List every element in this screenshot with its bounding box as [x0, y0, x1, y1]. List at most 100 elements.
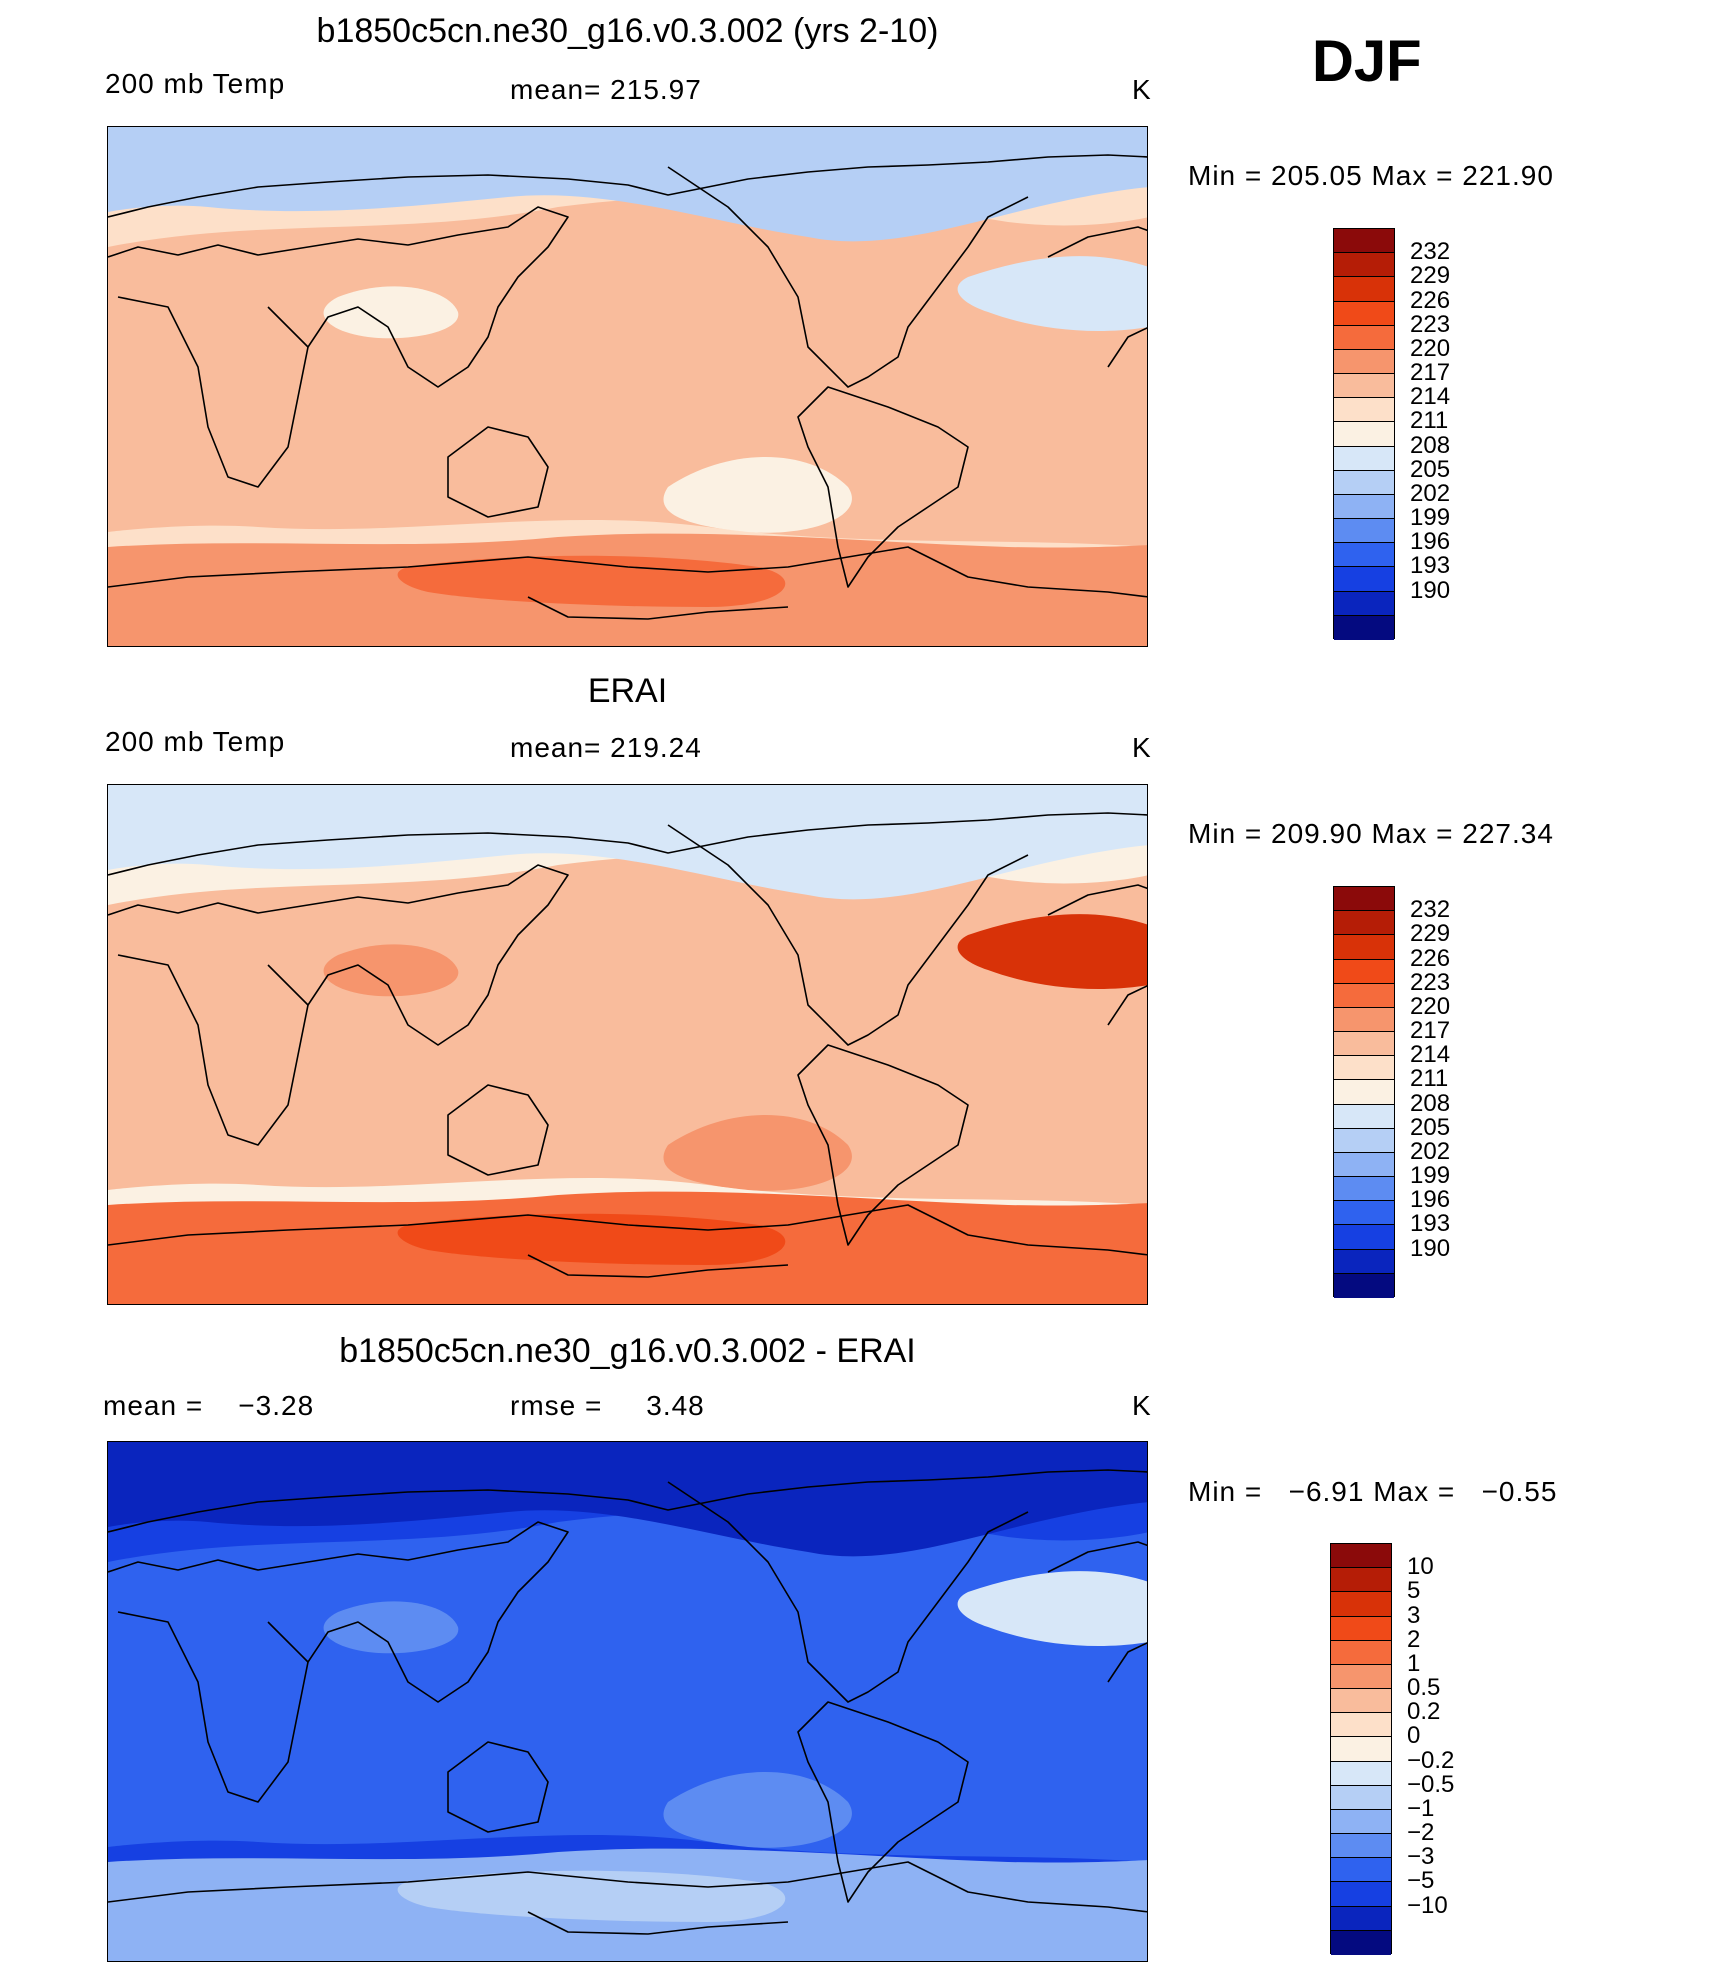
- colorbar-segment: [1334, 615, 1394, 640]
- panel-2-unit-label: K: [1132, 732, 1152, 763]
- colorbar-segment: [1334, 325, 1394, 350]
- colorbar-segment: [1331, 1930, 1391, 1955]
- colorbar-segment: [1334, 1273, 1394, 1298]
- colorbar-segment: [1334, 374, 1394, 399]
- colorbar-segment: [1331, 1882, 1391, 1907]
- colorbar-segment: [1334, 911, 1394, 936]
- colorbar-segment: [1334, 1032, 1394, 1057]
- colorbar-tick-label: −2: [1407, 1819, 1435, 1847]
- panel-2-minmax: Min = 209.90 Max = 227.34: [1188, 818, 1554, 849]
- colorbar-tick-label: 1: [1407, 1649, 1421, 1677]
- colorbar-segment: [1331, 1568, 1391, 1593]
- panel-1-map: [107, 126, 1148, 647]
- colorbar-tick-label: 0.5: [1407, 1674, 1441, 1702]
- colorbar-segment: [1331, 1592, 1391, 1617]
- colorbar-segment: [1334, 567, 1394, 592]
- colorbar-segment: [1331, 1809, 1391, 1835]
- colorbar-segment: [1334, 277, 1394, 302]
- panel-3-mean-label: mean = −3.28: [103, 1390, 315, 1421]
- colorbar-tick-label: 196: [1410, 528, 1451, 556]
- panel-3-rmse-label: rmse = 3.48: [510, 1390, 705, 1421]
- colorbar-segment: [1331, 1737, 1391, 1762]
- colorbar-tick-label: 223: [1410, 310, 1451, 338]
- colorbar-segment: [1334, 935, 1394, 960]
- colorbar-segment: [1334, 1225, 1394, 1250]
- colorbar-segment: [1334, 1177, 1394, 1202]
- colorbar-segment: [1334, 1201, 1394, 1226]
- colorbar-segment: [1334, 1007, 1394, 1033]
- colorbar-segment: [1334, 1104, 1394, 1129]
- season-label: DJF: [1312, 29, 1422, 94]
- colorbar-segment: [1331, 1761, 1391, 1786]
- colorbar-tick-label: 214: [1410, 383, 1451, 411]
- colorbar-tick-label: 220: [1410, 992, 1451, 1020]
- colorbar-segment: [1334, 1080, 1394, 1105]
- panel-1-variable-label: 200 mb Temp: [105, 68, 286, 99]
- colorbar-tick-label: −5: [1407, 1867, 1435, 1895]
- colorbar-segment: [1331, 1689, 1391, 1714]
- colorbar-segment: [1334, 398, 1394, 423]
- colorbar-tick-label: 199: [1410, 504, 1451, 532]
- colorbar-tick-label: −1: [1407, 1794, 1435, 1822]
- colorbar-tick-label: 211: [1410, 407, 1449, 435]
- colorbar-segment: [1334, 301, 1394, 326]
- panel-3-map: [107, 1441, 1148, 1962]
- colorbar-tick-label: 205: [1410, 1113, 1451, 1141]
- colorbar-segment: [1334, 253, 1394, 278]
- colorbar-tick-label: 0: [1407, 1722, 1421, 1750]
- colorbar-tick-label: 226: [1410, 286, 1451, 314]
- colorbar-segment: [1334, 983, 1394, 1008]
- colorbar-tick-label: 220: [1410, 334, 1451, 362]
- colorbar-tick-label: 226: [1410, 944, 1451, 972]
- colorbar-tick-label: 208: [1410, 1089, 1451, 1117]
- panel-2-map: [107, 784, 1148, 1305]
- colorbar-segment: [1334, 494, 1394, 520]
- colorbar-tick-label: 196: [1410, 1186, 1451, 1214]
- colorbar-segment: [1331, 1906, 1391, 1931]
- colorbar-segment: [1331, 1858, 1391, 1883]
- panel-3-colorbar: [1330, 1543, 1392, 1955]
- panel-1-colorbar: [1333, 228, 1395, 640]
- colorbar-segment: [1334, 229, 1394, 254]
- colorbar-segment: [1334, 887, 1394, 912]
- colorbar-tick-label: 214: [1410, 1041, 1451, 1069]
- colorbar-tick-label: 223: [1410, 968, 1451, 996]
- colorbar-segment: [1331, 1785, 1391, 1810]
- panel-2-title: ERAI: [587, 672, 668, 710]
- colorbar-tick-label: 193: [1410, 1210, 1451, 1238]
- panel-1-mean-label: mean= 215.97: [510, 74, 702, 105]
- panel-2-variable-label: 200 mb Temp: [105, 726, 286, 757]
- colorbar-tick-label: 217: [1410, 359, 1451, 387]
- colorbar-tick-label: 229: [1410, 262, 1451, 290]
- colorbar-segment: [1331, 1544, 1391, 1569]
- colorbar-segment: [1334, 519, 1394, 544]
- colorbar-tick-label: 202: [1410, 479, 1451, 507]
- colorbar-segment: [1331, 1664, 1391, 1690]
- colorbar-tick-label: 217: [1410, 1017, 1451, 1045]
- colorbar-tick-label: −0.2: [1407, 1746, 1455, 1774]
- panel-2-colorbar: [1333, 886, 1395, 1298]
- colorbar-segment: [1331, 1834, 1391, 1859]
- colorbar-tick-label: −0.5: [1407, 1770, 1455, 1798]
- panel-3-title: b1850c5cn.ne30_g16.v0.3.002 - ERAI: [339, 1332, 916, 1370]
- panel-1-title: b1850c5cn.ne30_g16.v0.3.002 (yrs 2-10): [316, 12, 939, 50]
- colorbar-tick-label: 229: [1410, 920, 1451, 948]
- colorbar-segment: [1334, 446, 1394, 471]
- colorbar-tick-label: 232: [1410, 896, 1451, 924]
- colorbar-segment: [1334, 1056, 1394, 1081]
- colorbar-tick-label: 190: [1410, 576, 1451, 604]
- colorbar-tick-label: −3: [1407, 1843, 1435, 1871]
- colorbar-tick-label: −10: [1407, 1891, 1448, 1919]
- colorbar-segment: [1331, 1616, 1391, 1641]
- colorbar-tick-label: 10: [1407, 1553, 1434, 1581]
- colorbar-segment: [1334, 1128, 1394, 1153]
- colorbar-tick-label: 193: [1410, 552, 1451, 580]
- panel-3-unit-label: K: [1132, 1390, 1152, 1421]
- colorbar-segment: [1334, 543, 1394, 568]
- colorbar-segment: [1334, 1249, 1394, 1274]
- colorbar-tick-label: 5: [1407, 1577, 1421, 1605]
- colorbar-segment: [1334, 1152, 1394, 1178]
- colorbar-segment: [1331, 1640, 1391, 1665]
- colorbar-tick-label: 211: [1410, 1065, 1449, 1093]
- colorbar-tick-label: 232: [1410, 238, 1451, 266]
